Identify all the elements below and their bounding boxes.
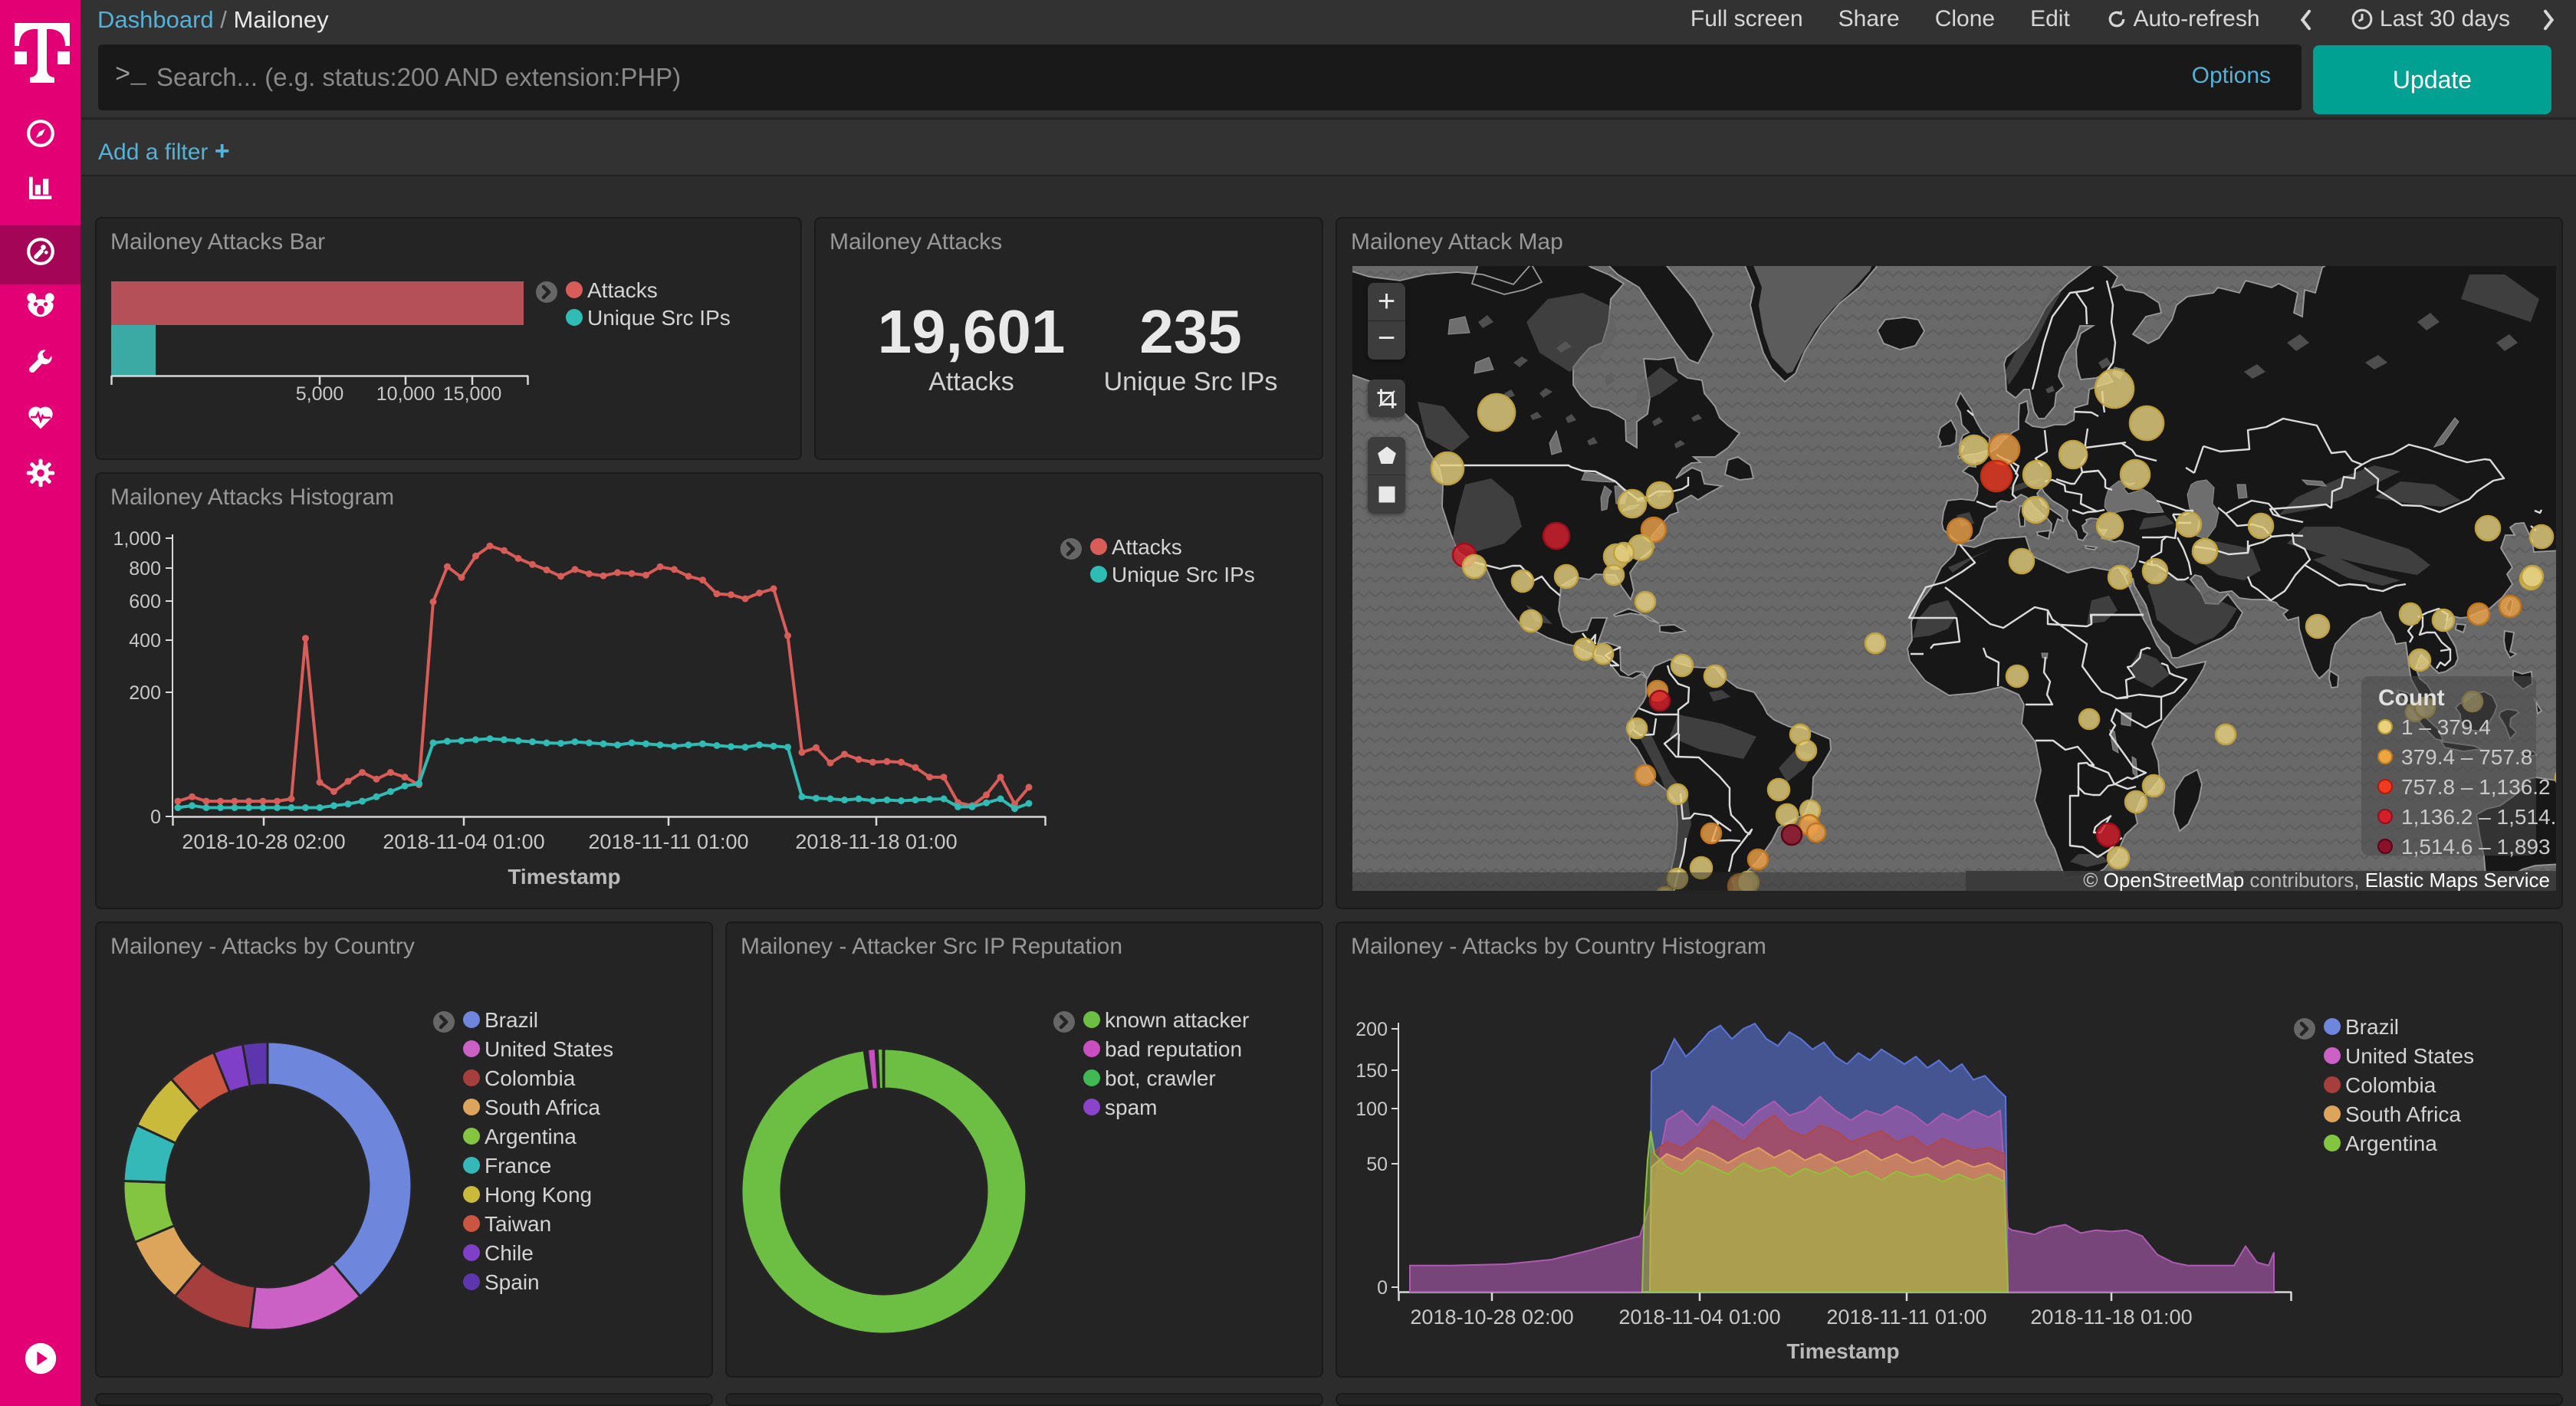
svg-text:2018-10-28 02:00: 2018-10-28 02:00 [182,830,345,853]
svg-text:Argentina: Argentina [2345,1132,2437,1155]
svg-text:Brazil: Brazil [485,1008,538,1032]
svg-text:50: 50 [1366,1154,1388,1175]
svg-text:200: 200 [129,682,161,704]
svg-text:2018-11-04 01:00: 2018-11-04 01:00 [1618,1306,1780,1329]
svg-text:spam: spam [1105,1096,1157,1119]
svg-text:France: France [485,1154,551,1178]
svg-text:2018-11-04 01:00: 2018-11-04 01:00 [383,830,544,853]
svg-text:Timestamp: Timestamp [1786,1339,1899,1363]
svg-text:Unique Src IPs: Unique Src IPs [1112,563,1255,586]
svg-text:2018-11-11 01:00: 2018-11-11 01:00 [1826,1306,1986,1329]
svg-text:200: 200 [1355,1019,1388,1040]
svg-text:Timestamp: Timestamp [508,865,620,889]
svg-text:0: 0 [1377,1277,1388,1299]
svg-text:Argentina: Argentina [485,1125,577,1148]
svg-text:Spain: Spain [485,1270,540,1294]
svg-text:2018-11-18 01:00: 2018-11-18 01:00 [2030,1306,2192,1329]
svg-text:Brazil: Brazil [2345,1015,2399,1039]
svg-text:2018-10-28 02:00: 2018-10-28 02:00 [1410,1306,1573,1329]
svg-text:400: 400 [129,630,161,652]
svg-text:Hong Kong: Hong Kong [485,1183,592,1207]
svg-text:South Africa: South Africa [2345,1102,2461,1126]
svg-text:15,000: 15,000 [443,383,501,405]
svg-text:150: 150 [1355,1060,1388,1082]
svg-text:Chile: Chile [485,1241,534,1265]
svg-text:Colombia: Colombia [485,1066,576,1090]
svg-text:1,136.2 – 1,514.6: 1,136.2 – 1,514.6 [2401,805,2556,829]
svg-text:1,514.6 – 1,893: 1,514.6 – 1,893 [2401,835,2551,859]
svg-text:757.8 – 1,136.2: 757.8 – 1,136.2 [2401,775,2551,799]
svg-text:800: 800 [129,558,161,580]
svg-text:379.4 – 757.8: 379.4 – 757.8 [2401,745,2532,769]
svg-text:Unique Src IPs: Unique Src IPs [587,306,731,330]
svg-text:100: 100 [1355,1099,1388,1120]
svg-text:© OpenStreetMap contributors,: © OpenStreetMap contributors, Elastic Ma… [2083,869,2550,891]
svg-text:Count: Count [2378,685,2445,711]
svg-text:0: 0 [150,806,161,828]
svg-text:5,000: 5,000 [296,383,344,405]
svg-text:known attacker: known attacker [1105,1008,1249,1032]
svg-text:2018-11-18 01:00: 2018-11-18 01:00 [795,830,957,853]
svg-text:United States: United States [2345,1044,2474,1068]
svg-text:Attacks: Attacks [587,278,658,302]
svg-text:Taiwan: Taiwan [485,1212,551,1236]
svg-text:2018-11-11 01:00: 2018-11-11 01:00 [588,830,748,853]
svg-text:1,000: 1,000 [113,528,161,550]
svg-text:South Africa: South Africa [485,1096,600,1119]
svg-text:600: 600 [129,591,161,613]
svg-text:1 – 379.4: 1 – 379.4 [2401,715,2491,739]
svg-text:Attacks: Attacks [1112,535,1182,559]
svg-text:10,000: 10,000 [376,383,435,405]
svg-text:United States: United States [485,1037,613,1061]
svg-text:bad reputation: bad reputation [1105,1037,1242,1061]
svg-text:Colombia: Colombia [2345,1073,2436,1097]
svg-text:bot, crawler: bot, crawler [1105,1066,1216,1090]
